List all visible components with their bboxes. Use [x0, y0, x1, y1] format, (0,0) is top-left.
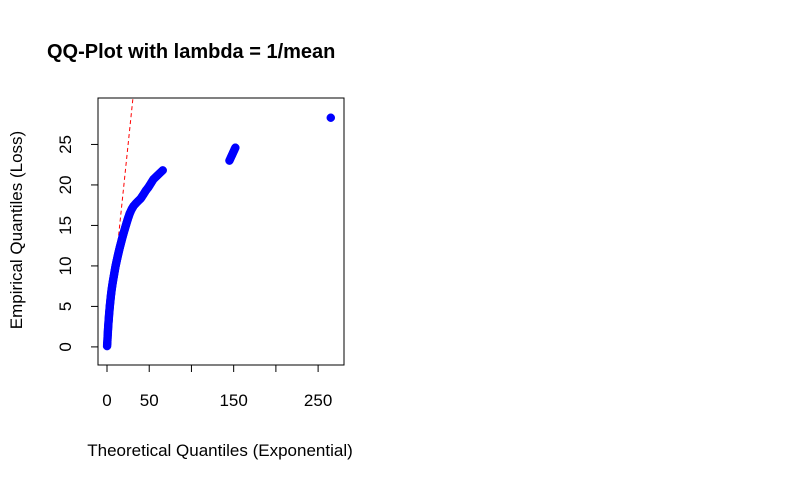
- x-tick-label: 250: [304, 391, 332, 410]
- x-axis: 0 50 150 250: [102, 364, 332, 410]
- x-tick-label: 0: [102, 391, 111, 410]
- x-axis-label: Theoretical Quantiles (Exponential): [87, 441, 353, 460]
- y-tick-label: 10: [56, 256, 75, 275]
- plot-content: [102, 98, 336, 351]
- y-axis-label: Empirical Quantiles (Loss): [7, 131, 26, 329]
- x-tick-label: 150: [219, 391, 247, 410]
- data-point: [158, 166, 167, 175]
- y-tick-label: 25: [56, 135, 75, 154]
- x-tick-label: 50: [140, 391, 159, 410]
- plot-frame: [97, 97, 345, 366]
- data-point: [326, 113, 336, 122]
- data-point: [231, 143, 240, 152]
- y-tick-label: 5: [56, 302, 75, 311]
- chart-title: QQ-Plot with lambda = 1/mean: [47, 41, 335, 63]
- y-axis: 0 5 10 15 20 25: [56, 135, 99, 352]
- y-tick-label: 0: [56, 342, 75, 351]
- y-tick-label: 15: [56, 216, 75, 235]
- y-tick-label: 20: [56, 175, 75, 194]
